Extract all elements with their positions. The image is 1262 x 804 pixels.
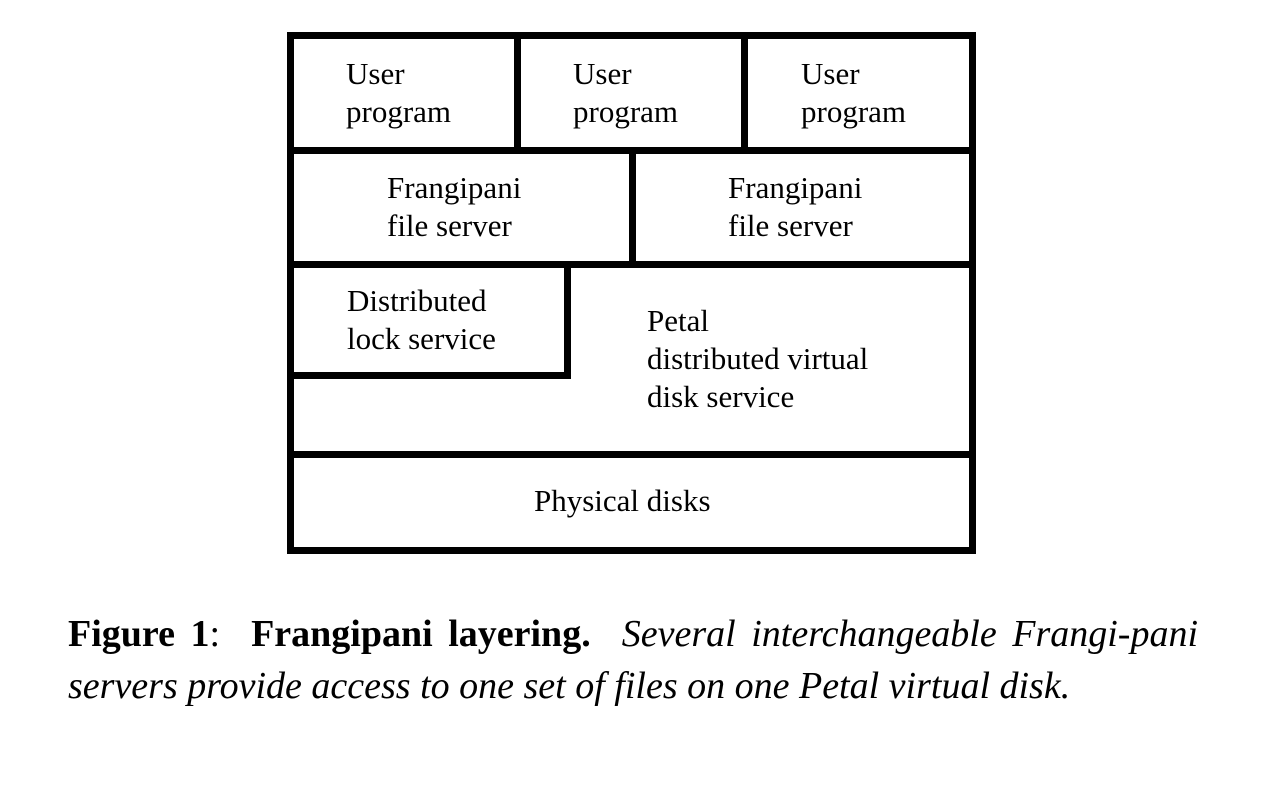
physical-disks-label: Physical disks xyxy=(534,483,711,518)
user-program-label-3: User program xyxy=(801,56,907,129)
file-server-label-2: Frangipani file server xyxy=(728,170,863,243)
user-program-label-2: User program xyxy=(573,56,679,129)
lock-service-label: Distributed lock service xyxy=(347,283,496,356)
figure-title: Frangipani layering. xyxy=(251,613,591,655)
lock-service-box xyxy=(287,261,571,379)
physical-disks-box xyxy=(287,451,976,554)
file-server-label-1: Frangipani file server xyxy=(387,170,522,243)
caption-separator: : xyxy=(209,613,221,655)
user-program-label-1: User program xyxy=(346,56,452,129)
figure-number: Figure 1 xyxy=(68,613,210,655)
petal-service-label: Petal distributed virtual disk service xyxy=(647,303,869,414)
layering-diagram: User program User program User program F… xyxy=(287,32,976,554)
figure-caption-text: Several interchangeable Frangi-pani serv… xyxy=(68,613,1199,707)
figure-caption: Figure 1: Frangipani layering. Several i… xyxy=(68,608,1198,712)
